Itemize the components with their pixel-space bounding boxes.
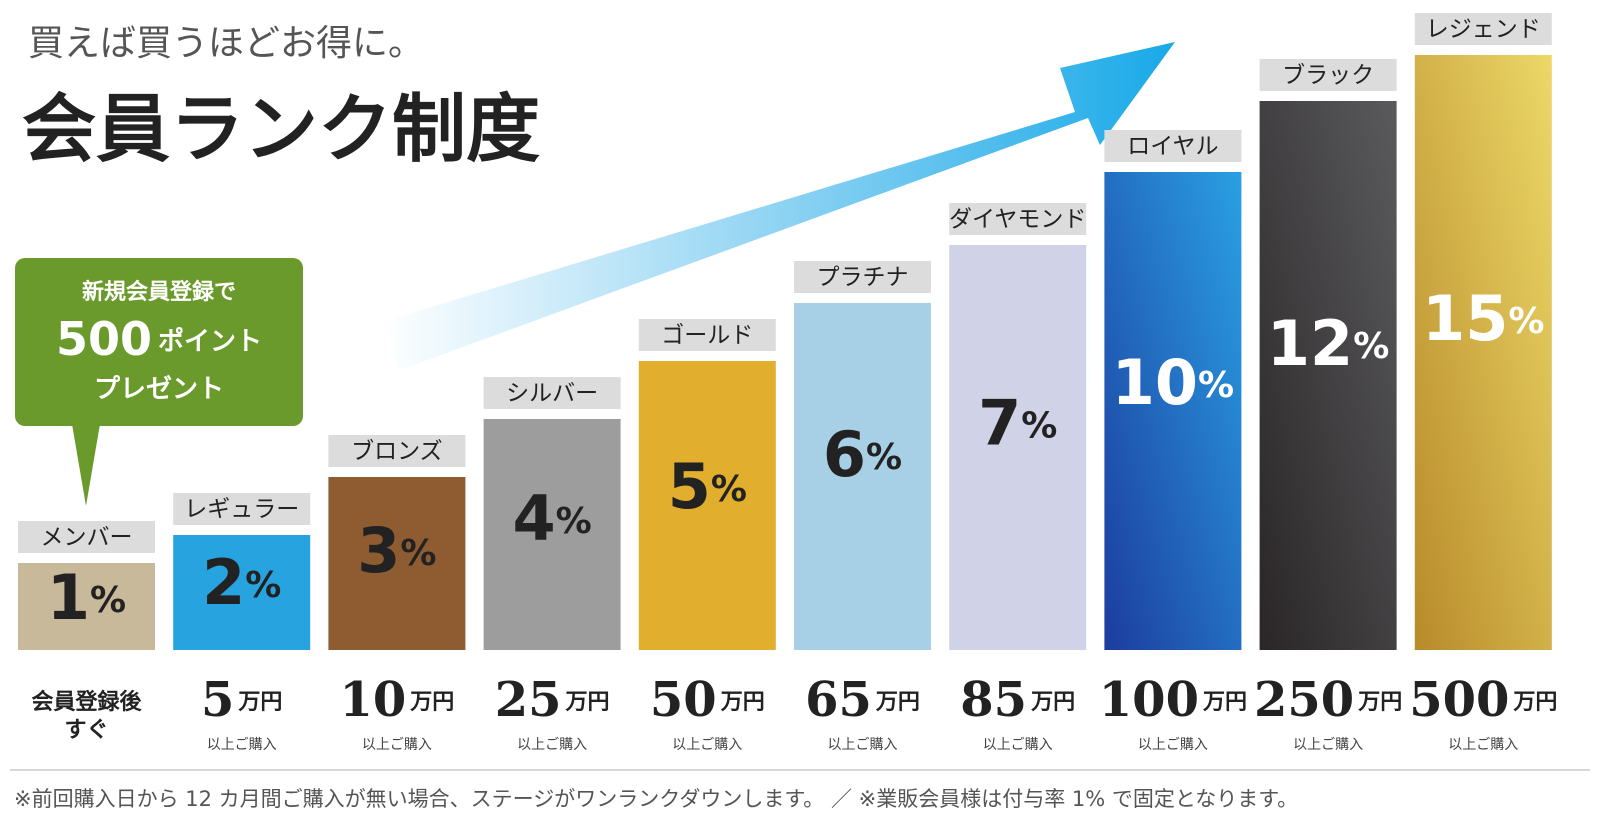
rank-label-bg bbox=[1104, 130, 1242, 162]
title: 会員ランク制度 bbox=[22, 87, 540, 173]
subtitle: 買えば買うほどお得に。 bbox=[28, 23, 424, 64]
requirement-note: 以上ご購入 bbox=[828, 737, 898, 753]
points: 500 bbox=[56, 312, 152, 366]
rate-label: 10% bbox=[1112, 346, 1234, 419]
amount: 100 bbox=[1099, 672, 1199, 728]
amount-unit: 万円 bbox=[1357, 690, 1402, 715]
amount-unit: 万円 bbox=[237, 690, 282, 715]
amount: 5 bbox=[201, 672, 234, 728]
amount-unit: 万円 bbox=[875, 690, 920, 715]
requirement-note: 以上ご購入 bbox=[362, 737, 432, 753]
rank-name: プラチナ bbox=[817, 265, 909, 291]
callout-line: 新規会員登録で bbox=[82, 279, 236, 305]
points-unit: ポイント bbox=[158, 326, 262, 357]
amount-unit: 万円 bbox=[409, 690, 454, 715]
rank-label-bg bbox=[328, 435, 466, 467]
rate-label: 7% bbox=[978, 386, 1057, 459]
rank-name: シルバー bbox=[506, 381, 598, 407]
requirement-amount: 85 万円 bbox=[960, 672, 1075, 728]
rate-label: 6% bbox=[823, 418, 902, 491]
rank-bar bbox=[18, 563, 155, 650]
amount-unit: 万円 bbox=[1512, 690, 1557, 715]
rank-bar bbox=[1259, 101, 1397, 650]
requirement-amount: 10 万円 bbox=[339, 672, 454, 728]
rank-label-bg bbox=[18, 521, 155, 553]
rank-bar bbox=[173, 535, 311, 650]
rate-label: 1% bbox=[47, 561, 126, 634]
requirement-amount: 500 万円 bbox=[1409, 672, 1557, 728]
requirement-amount: 25 万円 bbox=[495, 672, 610, 728]
rank-name: ブラック bbox=[1282, 63, 1374, 89]
rank-bar bbox=[328, 477, 466, 650]
rank-label-bg bbox=[794, 261, 931, 293]
amount: 65 bbox=[805, 672, 872, 728]
rank-label-bg bbox=[173, 493, 311, 525]
rank-bar bbox=[638, 361, 776, 650]
rank-bar bbox=[1414, 55, 1552, 650]
rate-label: 2% bbox=[202, 546, 281, 619]
callout-points: 500 ポイント bbox=[56, 312, 262, 366]
rank-label-bg bbox=[1414, 13, 1552, 45]
amount: 25 bbox=[495, 672, 562, 728]
requirement-amount: 50 万円 bbox=[650, 672, 765, 728]
callout-line: プレゼント bbox=[94, 375, 224, 405]
rank-name: ダイヤモンド bbox=[949, 207, 1086, 233]
growth-arrow bbox=[382, 42, 1175, 370]
requirement-amount: 5 万円 bbox=[201, 672, 282, 728]
requirement-note: 以上ご購入 bbox=[517, 737, 587, 753]
requirement-note: 以上ご購入 bbox=[1293, 737, 1363, 753]
amount: 500 bbox=[1409, 672, 1509, 728]
rank-label-bg bbox=[949, 203, 1087, 235]
rank-label-bg bbox=[1259, 59, 1397, 91]
requirement-amount: 250 万円 bbox=[1254, 672, 1402, 728]
requirement-note: 以上ご購入 bbox=[207, 737, 277, 753]
requirement-text: 会員登録後 bbox=[31, 689, 142, 715]
rank-bar bbox=[483, 419, 621, 650]
callout: 新規会員登録で 500 ポイント プレゼント bbox=[15, 258, 303, 506]
callout-box bbox=[15, 258, 303, 426]
rate-label: 5% bbox=[668, 450, 747, 523]
rank-name: メンバー bbox=[41, 525, 133, 551]
rank-bar bbox=[1104, 172, 1242, 650]
requirement-note: 以上ご購入 bbox=[1448, 737, 1518, 753]
rank-label-bg bbox=[638, 319, 776, 351]
amount: 50 bbox=[650, 672, 717, 728]
rate-label: 12% bbox=[1267, 307, 1389, 380]
amount-unit: 万円 bbox=[1030, 690, 1075, 715]
requirement-note: 以上ご購入 bbox=[1138, 737, 1208, 753]
amount-unit: 万円 bbox=[1202, 690, 1247, 715]
rate-label: 4% bbox=[512, 482, 591, 555]
rank-name: ロイヤル bbox=[1127, 134, 1218, 160]
rank-name: レジェンド bbox=[1426, 17, 1541, 43]
rank-bar bbox=[794, 303, 931, 650]
rate-label: 3% bbox=[357, 514, 436, 587]
callout-pointer bbox=[72, 424, 100, 506]
rank-name: ブロンズ bbox=[351, 439, 443, 465]
rate-label: 15% bbox=[1422, 282, 1544, 355]
rank-chart: メンバー 1% レギュラー 2% ブロンズ 3% シルバー 4% ゴールド 5% プラチナ 6% ダイヤ… bbox=[18, 13, 1552, 650]
footnote: ※前回購入日から 12 カ月間ご購入が無い場合、ステージがワンランクダウンします… bbox=[14, 787, 1298, 811]
requirement-note: 以上ご購入 bbox=[672, 737, 742, 753]
rank-name: レギュラー bbox=[184, 497, 299, 523]
requirement-amount: 100 万円 bbox=[1099, 672, 1247, 728]
amount-unit: 万円 bbox=[564, 690, 609, 715]
requirement-text: すぐ bbox=[64, 718, 108, 743]
requirement-amount: 65 万円 bbox=[805, 672, 920, 728]
rank-bar bbox=[949, 245, 1087, 650]
amount: 85 bbox=[960, 672, 1027, 728]
rank-label-bg bbox=[483, 377, 621, 409]
amount: 250 bbox=[1254, 672, 1354, 728]
rank-name: ゴールド bbox=[661, 323, 753, 349]
amount: 10 bbox=[339, 672, 406, 728]
amount-unit: 万円 bbox=[720, 690, 765, 715]
requirement-note: 以上ご購入 bbox=[983, 737, 1053, 753]
